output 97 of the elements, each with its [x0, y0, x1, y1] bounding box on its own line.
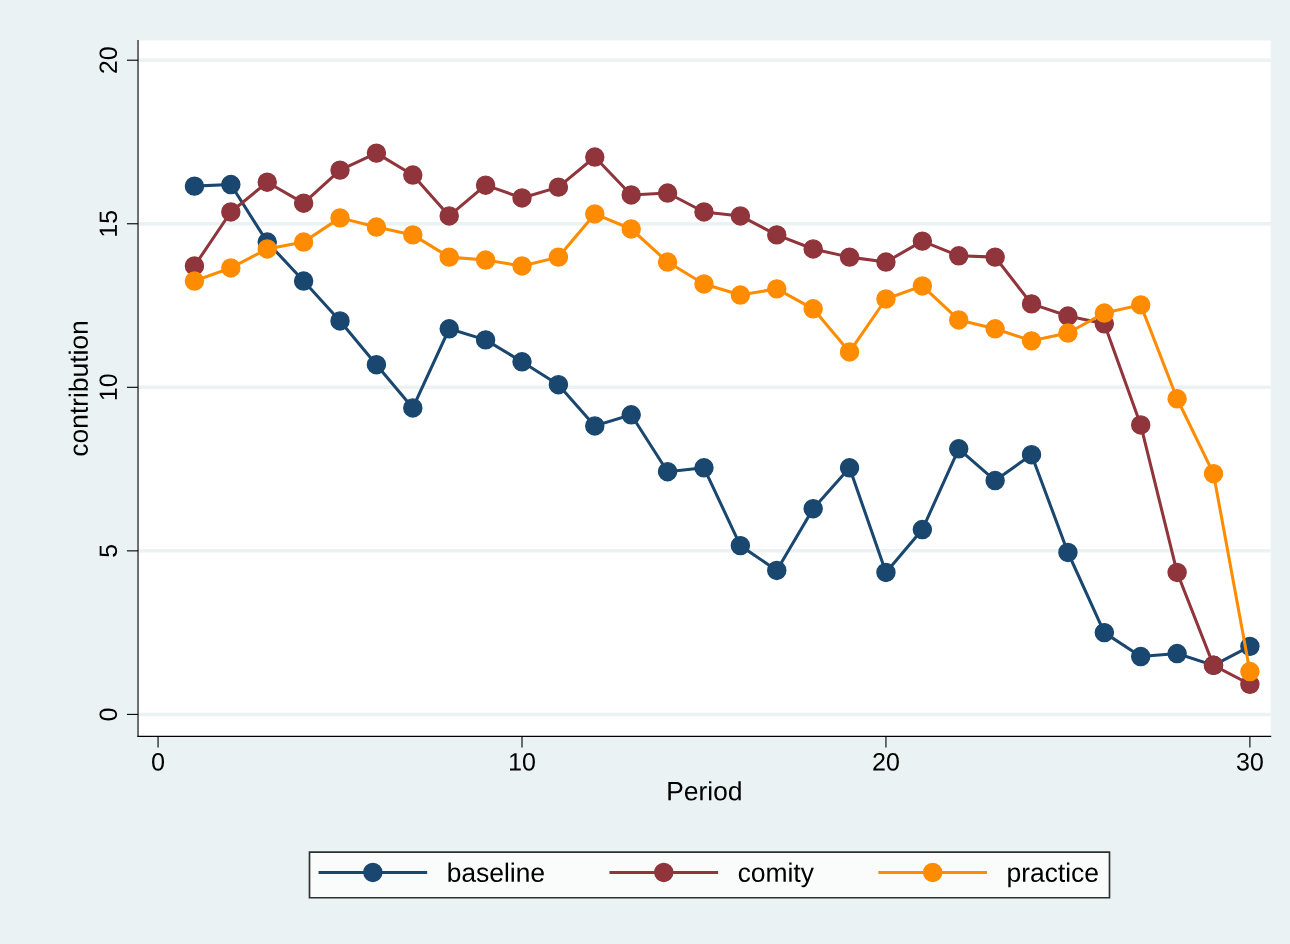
point: [912, 276, 933, 296]
point: [839, 458, 860, 478]
point: [1021, 294, 1042, 314]
point: [439, 247, 459, 267]
point: [439, 206, 459, 226]
point: [475, 330, 496, 350]
x-tick-label: 0: [152, 752, 165, 771]
point: [657, 183, 678, 203]
point: [730, 535, 751, 556]
point: [257, 172, 277, 192]
point: [330, 160, 350, 180]
point: [221, 174, 241, 195]
point: [1058, 542, 1078, 563]
legend-label: comity: [738, 862, 814, 888]
point: [1058, 323, 1078, 343]
x-tick-label: 20: [873, 752, 899, 771]
point: [767, 279, 787, 299]
point: [221, 202, 241, 222]
point: [949, 246, 969, 266]
point: [839, 247, 860, 267]
point: [1203, 463, 1224, 484]
point: [803, 498, 823, 519]
point: [512, 188, 532, 208]
y-tick-label: 10: [99, 374, 118, 400]
point: [621, 405, 641, 425]
point: [621, 219, 641, 239]
point: [621, 185, 641, 205]
point: [585, 416, 605, 436]
point: [949, 439, 969, 459]
point: [1130, 646, 1151, 667]
point: [1130, 295, 1151, 315]
point: [512, 256, 532, 276]
point: [985, 319, 1005, 339]
point: [1167, 389, 1187, 409]
x-axis-title: Period: [668, 781, 741, 801]
point: [803, 299, 823, 319]
point: [876, 289, 896, 309]
point: [876, 252, 896, 272]
point: [657, 461, 678, 482]
y-tick-label: 15: [99, 210, 118, 236]
point: [293, 271, 314, 291]
x-tick-label: 30: [1236, 752, 1263, 771]
point: [475, 175, 496, 195]
point: [548, 374, 569, 395]
point: [767, 560, 787, 581]
point: [330, 208, 350, 228]
legend-label: baseline: [448, 862, 544, 882]
point: [366, 217, 387, 237]
point: [876, 562, 896, 583]
point: [730, 285, 751, 305]
point: [912, 519, 933, 540]
point: [512, 352, 532, 372]
point: [221, 258, 241, 278]
point: [548, 177, 569, 197]
point: [366, 143, 387, 163]
y-tick-label: 20: [99, 47, 118, 73]
point: [694, 458, 714, 478]
point: [1094, 622, 1115, 643]
point: [1167, 562, 1187, 583]
point: [657, 252, 678, 272]
point: [949, 310, 969, 330]
point: [403, 165, 423, 185]
point: [548, 247, 569, 267]
point: [985, 247, 1005, 267]
point: [767, 225, 787, 245]
point: [403, 398, 423, 418]
y-axis-title: contribution: [68, 321, 88, 456]
point: [585, 204, 605, 224]
point: [694, 202, 714, 222]
point: [1021, 331, 1042, 351]
point: [1167, 643, 1187, 664]
point: [257, 239, 277, 259]
point: [293, 232, 314, 252]
point: [803, 239, 823, 259]
point: [694, 274, 714, 294]
point: [184, 176, 205, 196]
y-tick-label: 5: [99, 544, 118, 557]
point: [439, 319, 459, 339]
point: [1240, 661, 1260, 682]
y-tick-label: 0: [99, 708, 118, 721]
point: [184, 271, 205, 291]
point: [912, 231, 933, 251]
point: [585, 147, 605, 167]
point: [1094, 303, 1115, 323]
point: [475, 250, 496, 270]
legend-label: practice: [1008, 862, 1098, 888]
point: [985, 470, 1005, 491]
x-tick-label: 10: [510, 752, 535, 771]
point: [403, 225, 423, 245]
point: [1058, 306, 1078, 326]
point: [730, 206, 751, 226]
point: [366, 355, 387, 375]
point: [293, 193, 314, 213]
point: [330, 311, 350, 331]
point: [839, 342, 860, 362]
point: [1130, 415, 1151, 435]
point: [1021, 444, 1042, 465]
